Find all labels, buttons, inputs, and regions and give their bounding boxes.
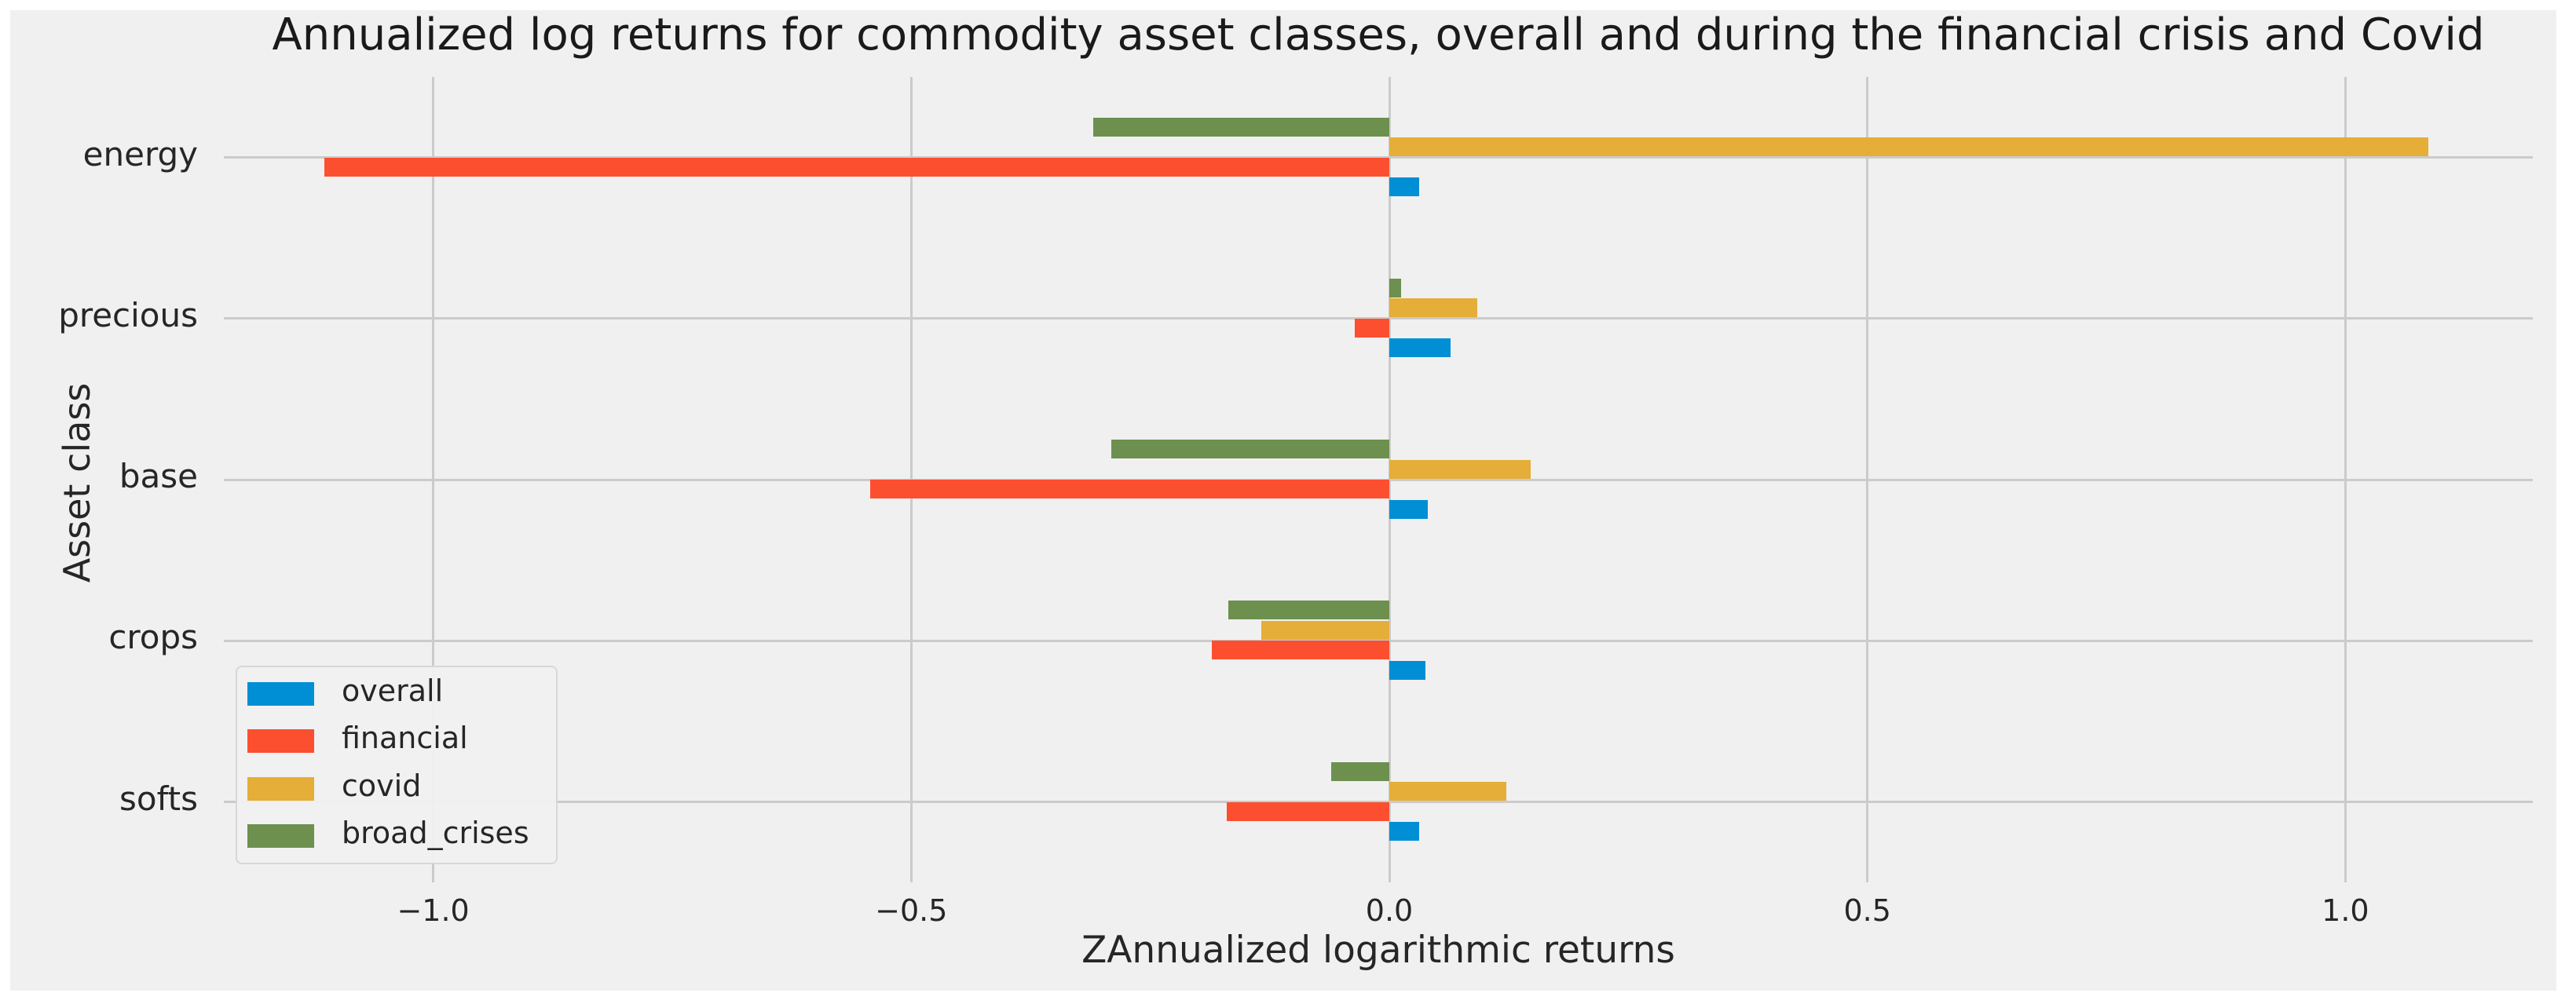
x-tick-label-−1.0: −1.0 <box>397 893 470 928</box>
bar-broad_crises-energy <box>1092 117 1389 137</box>
legend-swatch-financial <box>247 729 314 754</box>
y-tick-label-crops: crops <box>108 618 198 657</box>
bar-financial-precious <box>1355 318 1389 338</box>
bar-broad_crises-crops <box>1228 601 1389 620</box>
bar-financial-softs <box>1227 801 1389 821</box>
x-tick-label-1.0: 1.0 <box>2322 893 2369 928</box>
legend-swatch-broad_crises <box>247 823 314 848</box>
legend-swatch-covid <box>247 776 314 801</box>
legend-item-broad_crises: broad_crises <box>237 812 556 860</box>
x-tick-label-0.5: 0.5 <box>1843 893 1891 928</box>
legend-item-covid: covid <box>237 765 556 812</box>
chart-title: Annualized log returns for commodity ass… <box>272 9 2485 60</box>
y-tick-label-precious: precious <box>58 295 198 334</box>
legend-label-covid: covid <box>342 768 422 803</box>
bar-financial-energy <box>324 157 1389 177</box>
legend-label-broad_crises: broad_crises <box>342 815 529 850</box>
bar-covid-precious <box>1389 298 1477 318</box>
legend: overall financial covid broad_crises <box>236 666 558 864</box>
bar-covid-base <box>1389 459 1531 479</box>
legend-item-financial: financial <box>237 717 556 765</box>
y-tick-label-softs: softs <box>119 779 198 818</box>
legend-item-overall: overall <box>237 670 556 717</box>
bar-overall-crops <box>1389 660 1426 680</box>
bar-covid-crops <box>1261 620 1389 640</box>
legend-label-overall: overall <box>342 674 444 708</box>
x-tick-label-−0.5: −0.5 <box>875 893 948 928</box>
bar-broad_crises-precious <box>1389 278 1401 298</box>
y-tick-label-base: base <box>119 457 198 495</box>
bar-overall-precious <box>1389 338 1451 358</box>
y-tick-label-energy: energy <box>82 134 198 173</box>
x-axis-label: ZAnnualized logarithmic returns <box>1081 929 1675 972</box>
bar-broad_crises-base <box>1111 440 1389 458</box>
legend-swatch-overall <box>247 682 314 706</box>
bar-covid-softs <box>1389 782 1506 801</box>
x-tick-label-0.0: 0.0 <box>1365 893 1414 928</box>
bar-broad_crises-softs <box>1330 761 1389 781</box>
bar-covid-energy <box>1389 137 2429 156</box>
bar-financial-base <box>869 480 1389 498</box>
y-axis-label: Asset class <box>56 382 98 583</box>
bar-overall-energy <box>1389 177 1419 196</box>
bar-overall-base <box>1389 499 1428 519</box>
legend-label-financial: financial <box>342 721 468 756</box>
bar-overall-softs <box>1389 822 1419 841</box>
bar-financial-crops <box>1211 641 1389 660</box>
